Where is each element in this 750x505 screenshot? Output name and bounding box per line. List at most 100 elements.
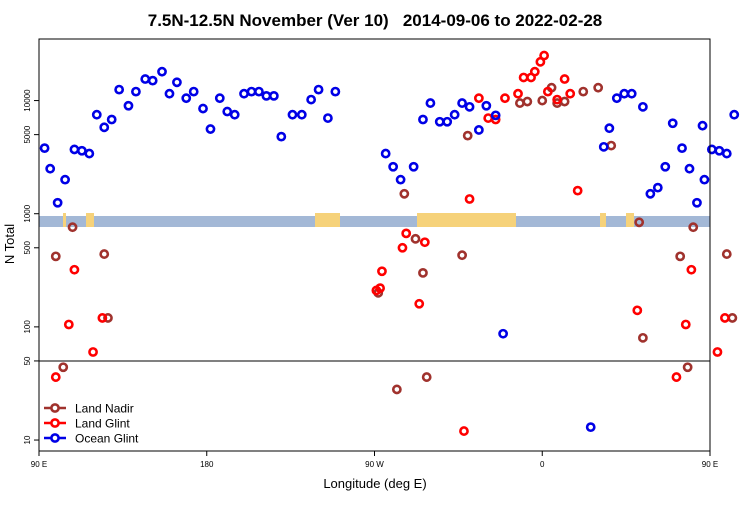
ocean-glint-point <box>188 86 199 97</box>
land-region <box>417 213 516 227</box>
land-nadir-point <box>537 95 548 106</box>
ocean-glint-point <box>434 116 445 127</box>
land-nadir-point <box>462 130 473 141</box>
ocean-glint-point <box>45 163 56 174</box>
land-nadir-point <box>421 372 432 382</box>
land-glint-point <box>712 347 723 357</box>
ocean-glint-point <box>418 114 428 125</box>
ocean-glint-point <box>721 148 732 159</box>
ocean-glint-point <box>697 120 708 131</box>
land-glint-point <box>490 114 501 125</box>
land-glint-point <box>397 242 408 253</box>
ocean-glint-point <box>652 182 663 193</box>
legend-label: Land Nadir <box>75 402 134 416</box>
land-glint-point <box>50 372 61 382</box>
land-nadir-point <box>50 251 61 262</box>
ocean-glint-point <box>464 101 475 112</box>
ocean-glint-point <box>306 94 317 105</box>
ocean-glint-point <box>296 109 307 120</box>
ocean-glint-point <box>638 101 648 112</box>
plot-frame <box>38 38 711 452</box>
land-glint-point <box>542 86 553 97</box>
ocean-glint-point <box>60 174 70 185</box>
land-glint-point <box>539 50 550 61</box>
background-layer <box>39 213 710 227</box>
ocean-glint-point <box>39 143 50 154</box>
land-glint-point <box>686 264 697 275</box>
legend-marker <box>50 418 60 428</box>
ocean-glint-point <box>699 174 710 185</box>
ocean-glint-point <box>598 141 609 152</box>
land-glint-point <box>459 426 469 436</box>
ocean-glint-point <box>198 103 208 114</box>
land-nadir-point <box>457 250 468 261</box>
ocean-glint-point <box>604 123 615 134</box>
ocean-glint-point <box>611 93 622 104</box>
y-tick-label: 500 <box>23 241 32 255</box>
land-glint-point <box>671 372 682 382</box>
ocean-glint-point <box>147 75 158 86</box>
ocean-glint-point <box>498 328 509 339</box>
land-nadir-point <box>410 233 421 244</box>
ocean-glint-point <box>181 93 192 104</box>
ocean-glint-point <box>287 109 298 120</box>
land-nadir-point <box>559 96 570 107</box>
land-nadir-point <box>638 332 648 343</box>
land-region <box>86 213 94 227</box>
ocean-glint-point <box>380 148 391 159</box>
land-glint-point <box>565 88 576 99</box>
ocean-glint-point <box>330 86 341 97</box>
x-axis-label: Longitude (deg E) <box>323 476 426 491</box>
ocean-glint-point <box>585 422 596 433</box>
ocean-glint-point <box>131 86 141 97</box>
ocean-glint-point <box>52 197 63 208</box>
land-nadir-point <box>67 222 78 233</box>
y-tick-label: 100 <box>23 320 32 334</box>
data-points <box>39 50 740 436</box>
ocean-glint-point <box>114 84 125 95</box>
ocean-glint-point <box>425 98 436 108</box>
ocean-glint-point <box>172 77 182 88</box>
legend-label: Land Glint <box>75 417 130 431</box>
land-glint-point <box>552 94 563 105</box>
land-glint-point <box>680 319 691 330</box>
land-nadir-point <box>578 86 589 97</box>
land-glint-point <box>419 237 430 248</box>
ocean-glint-point <box>626 88 637 99</box>
chart-title: 7.5N-12.5N November (Ver 10) 2014-09-06 … <box>148 11 603 30</box>
y-tick-label: 5000 <box>23 125 32 143</box>
ocean-glint-point <box>222 106 233 117</box>
ocean-glint-point <box>619 88 630 99</box>
land-nadir-point <box>688 222 699 233</box>
land-nadir-point <box>418 267 428 278</box>
land-glint-point <box>88 347 98 357</box>
y-tick-label: 50 <box>23 356 32 365</box>
ocean-glint-point <box>684 163 695 174</box>
ocean-glint-point <box>106 114 117 125</box>
ocean-glint-point <box>313 84 324 95</box>
land-glint-point <box>500 93 510 104</box>
land-glint-point <box>529 66 540 77</box>
ocean-glint-point <box>457 98 468 108</box>
land-glint-point <box>559 74 570 84</box>
legend-marker <box>50 433 60 443</box>
land-nadir-point <box>727 313 738 323</box>
land-nadir-point <box>593 82 604 93</box>
land-glint-point <box>464 194 475 204</box>
land-region <box>63 213 66 227</box>
ocean-glint-point <box>239 88 249 99</box>
land-nadir-point <box>634 217 645 228</box>
ocean-glint-point <box>323 113 333 123</box>
land-glint-point <box>377 266 387 277</box>
ocean-glint-point <box>91 109 102 120</box>
land-glint-point <box>401 228 412 239</box>
ocean-glint-point <box>490 110 501 121</box>
land-glint-point <box>63 319 74 330</box>
ocean-glint-point <box>473 125 484 135</box>
land-glint-point <box>513 88 523 99</box>
land-glint-point <box>414 298 425 309</box>
land-region <box>626 213 634 227</box>
land-glint-point <box>69 264 80 275</box>
